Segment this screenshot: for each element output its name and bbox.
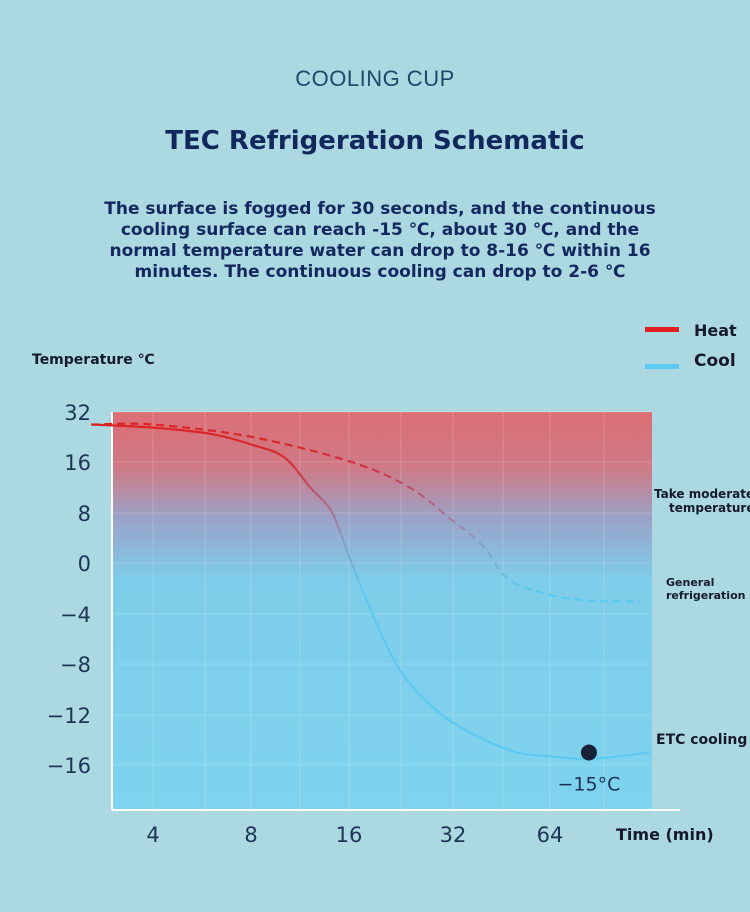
- y-tick-label: −12: [47, 704, 91, 728]
- min-temperature-point: [580, 744, 597, 761]
- legend-cool-label: Cool: [694, 351, 736, 371]
- x-tick-label: 4: [146, 823, 159, 847]
- general-refrigeration-line: [91, 422, 641, 603]
- grid-lines: [112, 411, 652, 810]
- legend-heat-swatch: [645, 327, 679, 332]
- legend-cool-swatch: [645, 364, 679, 369]
- x-axis-label: Time (min): [616, 825, 714, 844]
- x-tick-label: 32: [440, 823, 467, 847]
- min-temperature-label: −15°C: [558, 774, 621, 796]
- legend-heat-label: Heat: [694, 321, 737, 340]
- y-tick-label: −8: [60, 653, 91, 677]
- y-tick-label: 16: [64, 451, 91, 475]
- moderate-label-line2: temperature: [669, 501, 750, 515]
- y-tick-label: 0: [78, 552, 91, 576]
- y-tick-label: −16: [47, 754, 91, 778]
- etc-cooling-label: ETC cooling: [656, 732, 747, 748]
- page-title: TEC Refrigeration Schematic: [165, 126, 585, 156]
- general-label-line2: refrigeration: [666, 589, 745, 602]
- brand-name: COOLING CUP: [295, 66, 455, 91]
- plot-background: [112, 412, 652, 810]
- description-text: The surface is fogged for 30 seconds, an…: [104, 199, 656, 282]
- legend: Heat Cool: [645, 321, 737, 371]
- general-label-line1: General: [666, 576, 714, 589]
- x-tick-label: 16: [336, 823, 363, 847]
- etc-cooling-line: [91, 423, 650, 760]
- y-tick-label: −4: [60, 603, 91, 627]
- x-tick-label: 64: [537, 823, 564, 847]
- y-axis-label: Temperature ℃: [32, 352, 155, 368]
- y-tick-label: 32: [64, 401, 91, 425]
- x-tick-label: 8: [244, 823, 257, 847]
- moderate-label-line1: Take moderate: [654, 487, 750, 501]
- y-tick-label: 8: [78, 502, 91, 526]
